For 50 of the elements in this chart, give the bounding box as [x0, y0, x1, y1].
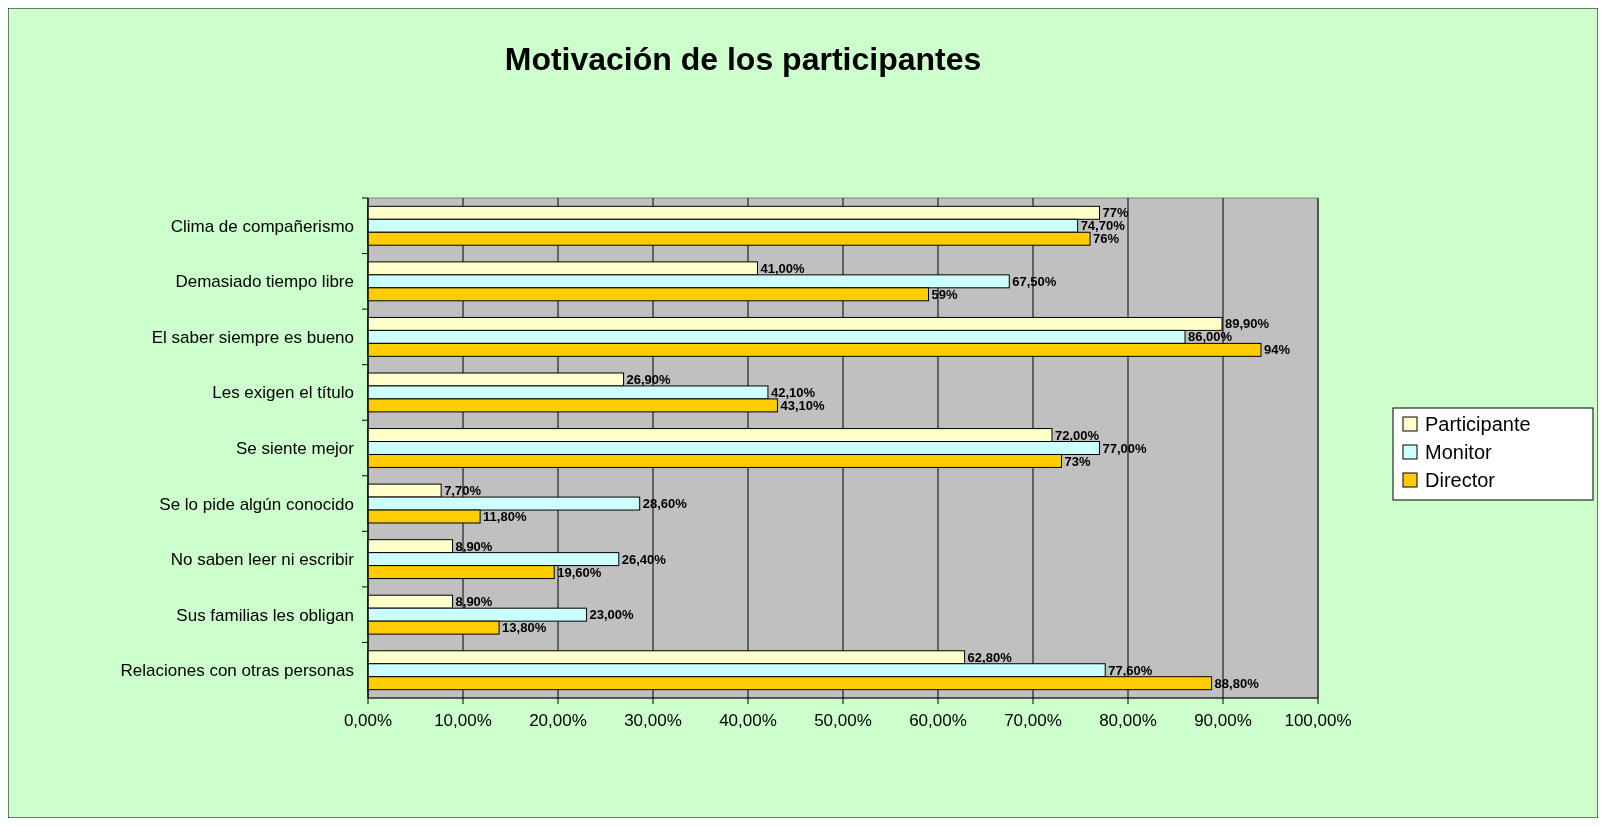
x-tick-label: 70,00%: [1004, 711, 1062, 730]
data-label: 77%: [1102, 205, 1129, 221]
x-tick-label: 60,00%: [909, 711, 967, 730]
y-tick-label: Se siente mejor: [235, 438, 355, 458]
data-label: 73%: [1064, 453, 1091, 469]
y-tick-label: Relaciones con otras personas: [120, 661, 354, 681]
data-label: 94%: [1264, 342, 1291, 358]
y-tick-label: Demasiado tiempo libre: [175, 272, 354, 292]
x-tick-label: 100,00%: [1284, 711, 1352, 730]
legend-label: Participante: [1425, 413, 1531, 435]
legend-label: Monitor: [1425, 441, 1493, 463]
data-label: 42,10%: [770, 384, 816, 400]
data-label: 26,90%: [626, 372, 672, 388]
data-label: 67,50%: [1012, 273, 1057, 289]
x-tick-label: 50,00%: [814, 711, 872, 730]
data-label: 88,80%: [1214, 675, 1260, 691]
y-tick-label: Les exigen el título: [212, 383, 354, 403]
data-label: 62,80%: [967, 649, 1013, 665]
x-tick-label: 20,00%: [529, 711, 587, 730]
data-label: 41,00%: [760, 260, 806, 276]
x-tick-label: 40,00%: [719, 711, 777, 730]
data-label: 77,60%: [1108, 662, 1153, 678]
data-label: 13,80%: [502, 620, 547, 636]
x-tick-label: 90,00%: [1194, 711, 1252, 730]
x-tick-label: 30,00%: [624, 711, 682, 730]
y-tick-label: El saber siempre es bueno: [151, 327, 354, 347]
x-tick-label: 80,00%: [1099, 711, 1157, 730]
y-tick-label: No saben leer ni escribir: [170, 550, 355, 570]
data-label: 74,70%: [1080, 218, 1126, 234]
data-label: 28,60%: [642, 496, 688, 512]
data-label: 19,60%: [557, 564, 602, 580]
data-label: 77,00%: [1102, 440, 1148, 456]
data-label: 89,90%: [1225, 316, 1270, 332]
chart-title: Motivación de los participantes: [504, 41, 982, 77]
data-label: 59%: [931, 286, 958, 302]
y-tick-label: Sus familias les obligan: [176, 605, 354, 625]
legend-label: Director: [1425, 469, 1496, 491]
data-label: 7,70%: [444, 483, 482, 499]
data-label: 8,90%: [455, 538, 493, 554]
data-label: 8,90%: [455, 594, 493, 610]
data-label: 11,80%: [483, 509, 527, 525]
data-label: 86,00%: [1188, 329, 1233, 345]
data-label: 26,40%: [621, 551, 667, 567]
data-label: 72,00%: [1055, 427, 1100, 443]
x-tick-label: 0,00%: [343, 711, 393, 730]
y-tick-label: Se lo pide algún conocido: [159, 494, 354, 514]
data-label: 23,00%: [589, 607, 635, 623]
x-tick-label: 10,00%: [434, 711, 492, 730]
data-label: 76%: [1093, 231, 1120, 247]
y-tick-label: Clima de compañerismo: [170, 216, 354, 236]
